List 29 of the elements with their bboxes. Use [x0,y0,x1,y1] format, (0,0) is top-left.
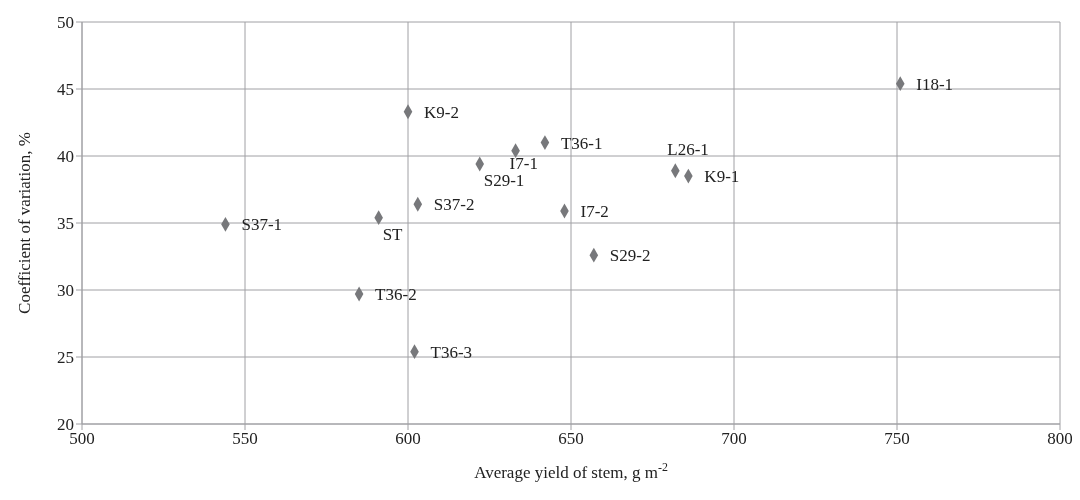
annotation: S29-1 [483,171,525,191]
annotation: K9-2 [424,102,459,122]
y-tick-label: 40 [57,147,74,167]
y-tick-label: 50 [57,13,74,33]
annotation: T36-3 [430,342,473,362]
x-tick-label: 500 [69,429,95,449]
annotation: I18-1 [916,74,954,94]
y-axis-title: Coefficient of variation, % [15,132,34,314]
x-tick-label: 600 [395,429,421,449]
x-tick-label: 650 [558,429,584,449]
x-tick-label: 750 [884,429,910,449]
annotation: S29-2 [609,246,651,266]
annotation: T36-2 [375,285,417,305]
y-tick-label: 35 [57,214,74,234]
x-tick-label: 700 [721,429,747,449]
x-tick-label: 800 [1047,429,1073,449]
annotation: K9-1 [704,167,740,187]
annotation: S37-2 [433,195,475,215]
annotation: ST [382,224,404,244]
y-tick-label: 30 [57,281,74,301]
x-tick-label: 550 [232,429,258,449]
annotation: T36-1 [560,133,603,153]
x-axis-title: Average yield of stem, g m$^{-2}$ [474,460,668,482]
y-tick-label: 25 [57,348,74,368]
annotation: I7-2 [580,201,609,221]
annotation: S37-1 [241,215,283,235]
y-tick-label: 45 [57,80,74,100]
annotation: L26-1 [667,139,709,159]
annotation: I7-1 [509,153,538,173]
